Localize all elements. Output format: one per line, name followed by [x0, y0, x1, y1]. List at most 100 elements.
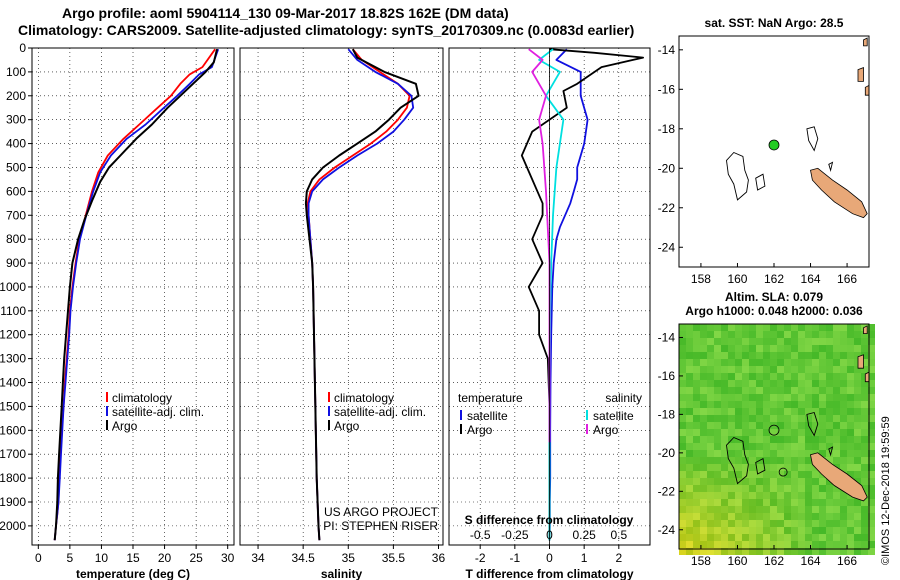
sla-cell [777, 359, 784, 366]
sla-cell [700, 422, 707, 429]
sla-cell [826, 373, 833, 380]
sla-cell [707, 408, 714, 415]
sla-cell [826, 485, 833, 492]
sla-cell [749, 408, 756, 415]
top-axis-label: S difference from climatology [465, 513, 634, 527]
sla-cell [819, 324, 826, 331]
sla-cell [721, 422, 728, 429]
map-lon-label: 166 [837, 554, 857, 568]
sla-cell [840, 373, 847, 380]
sla-cell [721, 401, 728, 408]
sla-cell [854, 401, 861, 408]
coastline-outline [806, 126, 819, 152]
sla-cell [742, 331, 749, 338]
sla-cell [770, 478, 777, 485]
sla-cell [707, 415, 714, 422]
sla-cell [826, 345, 833, 352]
sla-cell [728, 345, 735, 352]
sla-cell [840, 401, 847, 408]
sla-cell [735, 492, 742, 499]
sla-cell [861, 352, 868, 359]
sla-cell [854, 373, 861, 380]
sla-map-panel: 158 160 162 164 166 -14 -16 -18 -20 -22 -24 Altim. … [658, 290, 875, 568]
sla-cell [693, 541, 700, 548]
sla-cell [784, 352, 791, 359]
x-axis-label: salinity [321, 567, 363, 580]
sla-cell [868, 478, 875, 485]
sla-cell [798, 520, 805, 527]
sla-cell [686, 471, 693, 478]
sla-cell [714, 506, 721, 513]
sla-cell [770, 450, 777, 457]
sla-cell [826, 422, 833, 429]
sla-cell [756, 464, 763, 471]
sla-cell [714, 450, 721, 457]
sla-cell [700, 324, 707, 331]
sla-cell [798, 499, 805, 506]
sla-cell [686, 527, 693, 534]
sla-cell [819, 359, 826, 366]
sla-cell [868, 436, 875, 443]
sla-cell [784, 436, 791, 443]
sla-cell [812, 387, 819, 394]
sla-cell [679, 471, 686, 478]
sla-cell [805, 373, 812, 380]
sla-cell [791, 548, 798, 555]
sla-cell [756, 541, 763, 548]
x-tick-label: -2 [475, 551, 486, 565]
sla-cell [812, 345, 819, 352]
sla-cell [735, 534, 742, 541]
sla-cell [721, 513, 728, 520]
sla-cell [770, 387, 777, 394]
sla-cell [805, 520, 812, 527]
sla-cell [819, 478, 826, 485]
sla-cell [791, 527, 798, 534]
salinity-panel: 34 34.5 35 35.5 36 salinity climatologysatelli… [239, 47, 445, 580]
top-tick-label: -0.5 [470, 528, 491, 542]
sla-cell [777, 471, 784, 478]
x-tick-label: 2 [615, 551, 622, 565]
sla-cell [798, 457, 805, 464]
sla-cell [812, 443, 819, 450]
sla-cell [770, 394, 777, 401]
sla-cell [798, 394, 805, 401]
sla-cell [742, 415, 749, 422]
sla-cell [791, 513, 798, 520]
map-lon-label: 160 [727, 272, 747, 286]
sla-cell [805, 394, 812, 401]
sla-cell [868, 331, 875, 338]
sla-cell [735, 443, 742, 450]
sla-cell [819, 548, 826, 555]
sla-cell [847, 513, 854, 520]
sla-cell [868, 506, 875, 513]
sla-cell [686, 541, 693, 548]
x-tick-label: -1 [510, 551, 521, 565]
sla-cell [861, 527, 868, 534]
sla-cell [721, 436, 728, 443]
coastline-outline [806, 411, 819, 437]
sla-cell [861, 394, 868, 401]
sla-cell [686, 415, 693, 422]
sla-cell [686, 401, 693, 408]
sla-cell [756, 429, 763, 436]
map-lat-label: -22 [658, 201, 676, 215]
series-line-satellite-adj-clim- [53, 48, 220, 541]
map-lat-label: -20 [658, 161, 676, 175]
sla-cell [728, 541, 735, 548]
sla-cell [833, 359, 840, 366]
sla-cell [735, 471, 742, 478]
sla-cell [721, 471, 728, 478]
sla-cell [868, 520, 875, 527]
sla-cell [728, 331, 735, 338]
sla-cell [777, 485, 784, 492]
sla-cell [728, 471, 735, 478]
sla-cell [819, 394, 826, 401]
sla-cell [686, 429, 693, 436]
sla-cell [854, 429, 861, 436]
sla-cell [812, 492, 819, 499]
sla-cell [742, 338, 749, 345]
sla-cell [770, 331, 777, 338]
y-tick-label: 400 [6, 137, 26, 151]
sla-cell [700, 387, 707, 394]
sla-cell [791, 457, 798, 464]
